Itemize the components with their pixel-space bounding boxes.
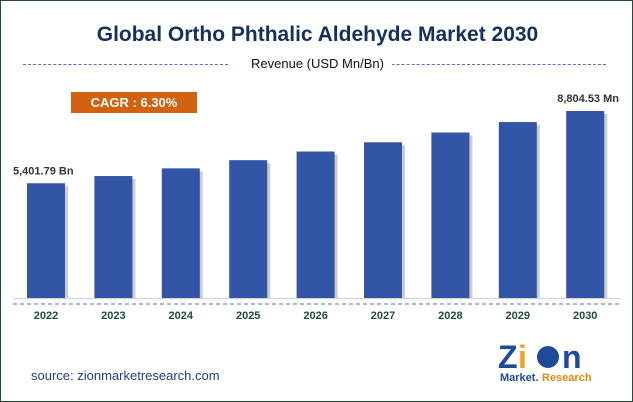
bar-2027: [364, 142, 402, 298]
x-tick-label: 2023: [101, 310, 125, 322]
x-tick-label: 2030: [573, 310, 597, 322]
svg-text:i: i: [518, 339, 527, 375]
x-tick-label: 2024: [169, 310, 194, 322]
subtitle-text: Revenue (USD Mn/Bn): [243, 56, 392, 71]
bar-2026: [296, 151, 335, 298]
chart-title: Global Ortho Phthalic Aldehyde Market 20…: [96, 23, 539, 46]
x-tick-label: 2027: [371, 310, 395, 322]
bar-2030: [566, 111, 605, 298]
svg-text:Market.: Market.: [500, 372, 539, 384]
svg-text:Z: Z: [498, 339, 518, 375]
bar-2023: [94, 176, 133, 298]
cagr-badge: CAGR : 6.30%: [71, 92, 197, 113]
bar-2028: [431, 132, 470, 298]
chart-subtitle: Revenue (USD Mn/Bn): [1, 56, 632, 71]
bar-2022: [27, 183, 65, 298]
svg-text:n: n: [562, 339, 582, 375]
data-label: 8,804.53 Mn: [557, 93, 619, 105]
data-label: 5,401.79 Bn: [13, 165, 74, 177]
divider-right: [326, 64, 606, 65]
bar-2029: [498, 122, 537, 299]
svg-text:Research: Research: [542, 372, 592, 384]
x-tick-label: 2025: [236, 310, 260, 322]
zion-logo: Z i n Market. Research: [498, 339, 592, 384]
bar-2025: [229, 160, 268, 298]
bar-2024: [161, 168, 200, 298]
source-text: source: zionmarketresearch.com: [31, 368, 220, 383]
x-tick-label: 2028: [438, 310, 462, 322]
x-tick-label: 2029: [506, 310, 530, 322]
x-tick-label: 2026: [303, 310, 327, 322]
divider-left: [23, 64, 228, 65]
x-tick-label: 2022: [34, 310, 58, 322]
bar-chart: 2022 5,401.79 Bn 2023 2024 2025 2026 2027 2028 2…: [13, 93, 621, 322]
